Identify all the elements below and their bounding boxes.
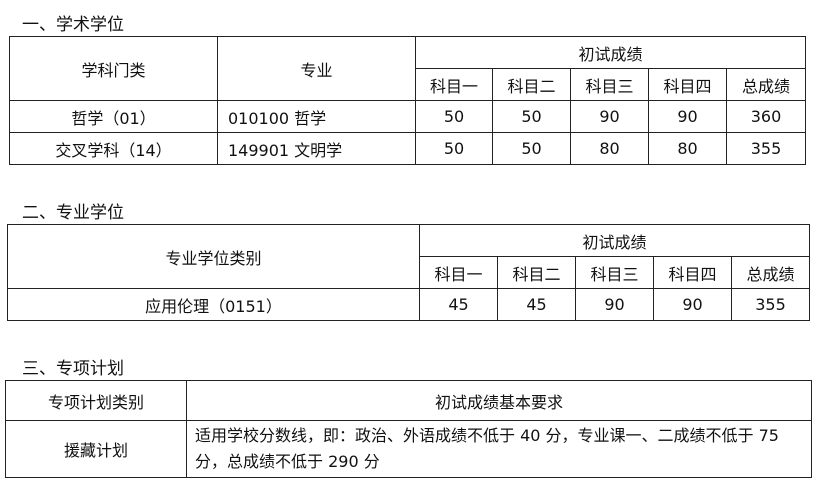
section2-title: 二、专业学位 xyxy=(22,203,124,223)
table-row: 哲学（01） 010100 哲学 50 50 90 90 360 xyxy=(9,100,807,133)
cell-score: 50 xyxy=(415,100,493,133)
cell-score: 45 xyxy=(419,288,498,321)
header-subject: 科目三 xyxy=(575,256,654,289)
header-subject: 科目一 xyxy=(415,68,493,101)
cell-score: 80 xyxy=(570,132,649,165)
cell-score: 80 xyxy=(648,132,727,165)
header-subject: 科目二 xyxy=(497,256,576,289)
cell-score: 90 xyxy=(648,100,727,133)
header-total: 总成绩 xyxy=(725,68,807,101)
cell-score: 90 xyxy=(653,288,732,321)
cell-category: 援藏计划 xyxy=(5,420,187,478)
cell-total: 355 xyxy=(725,132,807,165)
header-category: 学科门类 xyxy=(9,36,218,101)
table-row: 应用伦理（0151） 45 45 90 90 355 xyxy=(7,288,811,321)
header-category: 专项计划类别 xyxy=(5,380,187,421)
section3-title: 三、专项计划 xyxy=(22,359,124,379)
cell-major: 149901 文明学 xyxy=(217,132,416,165)
cell-category: 应用伦理（0151） xyxy=(7,288,420,321)
header-category: 专业学位类别 xyxy=(7,224,420,289)
academic-degree-table: 学科门类 专业 初试成绩 科目一 科目二 科目三 科目四 总成绩 哲学（01） 010100 … xyxy=(9,36,807,165)
table-row: 援藏计划 适用学校分数线，即：政治、外语成绩不低于 40 分，专业课一、二成绩不低… xyxy=(5,420,812,478)
cell-major: 010100 哲学 xyxy=(217,100,416,133)
header-scores: 初试成绩 xyxy=(414,36,807,69)
cell-category: 哲学（01） xyxy=(9,100,218,133)
section1-title: 一、学术学位 xyxy=(22,15,124,35)
cell-score: 45 xyxy=(497,288,576,321)
header-subject: 科目四 xyxy=(648,68,727,101)
header-requirement: 初试成绩基本要求 xyxy=(186,380,812,421)
header-scores: 初试成绩 xyxy=(418,224,811,257)
professional-degree-table: 专业学位类别 初试成绩 科目一 科目二 科目三 科目四 总成绩 应用伦理（0151） 45 4… xyxy=(7,224,811,321)
header-subject: 科目三 xyxy=(570,68,649,101)
header-subject: 科目一 xyxy=(419,256,498,289)
header-subject: 科目四 xyxy=(653,256,732,289)
header-major: 专业 xyxy=(217,36,416,101)
cell-category: 交叉学科（14） xyxy=(9,132,218,165)
cell-score: 50 xyxy=(492,100,571,133)
cell-score: 50 xyxy=(415,132,493,165)
cell-score: 50 xyxy=(492,132,571,165)
cell-total: 360 xyxy=(725,100,807,133)
special-program-table: 专项计划类别 初试成绩基本要求 援藏计划 适用学校分数线，即：政治、外语成绩不低于 … xyxy=(5,380,812,478)
cell-requirement: 适用学校分数线，即：政治、外语成绩不低于 40 分，专业课一、二成绩不低于 75… xyxy=(186,420,812,478)
cell-score: 90 xyxy=(570,100,649,133)
cell-score: 90 xyxy=(575,288,654,321)
cell-total: 355 xyxy=(730,288,811,321)
header-total: 总成绩 xyxy=(730,256,811,289)
header-subject: 科目二 xyxy=(492,68,571,101)
table-row: 交叉学科（14） 149901 文明学 50 50 80 80 355 xyxy=(9,132,807,165)
